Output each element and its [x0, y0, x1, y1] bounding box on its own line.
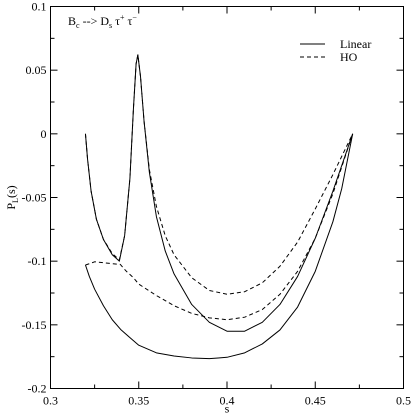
y-tick-label: 0.05	[26, 63, 47, 77]
annotation-part: τ	[124, 14, 132, 28]
legend-label-linear: Linear	[340, 37, 371, 51]
y-tick-label: 0.1	[32, 0, 47, 14]
annotation-superscript: +	[120, 13, 125, 22]
legend-label-ho: HO	[340, 50, 358, 64]
y-axis-label-main: P	[4, 203, 18, 210]
x-tick-label: 0.45	[305, 394, 326, 408]
y-axis-label-tail: (s)	[4, 185, 18, 198]
series-line-ho	[84, 54, 354, 295]
annotation-part: --> D	[80, 14, 110, 28]
y-tick-label: 0	[41, 127, 47, 141]
x-tick-label: 0.5	[396, 394, 411, 408]
series-line-linear	[84, 133, 354, 360]
y-axis-label: PL(s)	[4, 185, 20, 209]
annotation-superscript: −	[132, 13, 137, 22]
annotation-subscript: s	[109, 21, 112, 30]
x-axis-label: s	[225, 402, 230, 415]
series-group	[84, 54, 354, 360]
x-tick-label: 0.3	[43, 394, 58, 408]
series-line-ho	[85, 133, 354, 321]
x-tick-label: 0.4	[220, 394, 235, 408]
annotation-subscript: c	[76, 21, 80, 30]
y-tick-label: -0.15	[22, 318, 47, 332]
axis-ticks: 0.3 0.35 0.4 0.45 0.5 0.1 0.05 0 -0.05 -0.1 -0.15 -…	[22, 0, 412, 408]
y-tick-label: -0.05	[22, 191, 47, 205]
x-tick-label: 0.35	[128, 394, 149, 408]
annotation-part: B	[68, 14, 76, 28]
y-tick-label: -0.1	[28, 254, 47, 268]
y-tick-label: -0.2	[28, 382, 47, 396]
y-axis-label-subscript: L	[11, 198, 20, 203]
series-line-linear	[84, 54, 354, 332]
decay-annotation: Bc --> Ds τ+ τ−	[68, 13, 137, 30]
annotation-part: τ	[112, 14, 120, 28]
